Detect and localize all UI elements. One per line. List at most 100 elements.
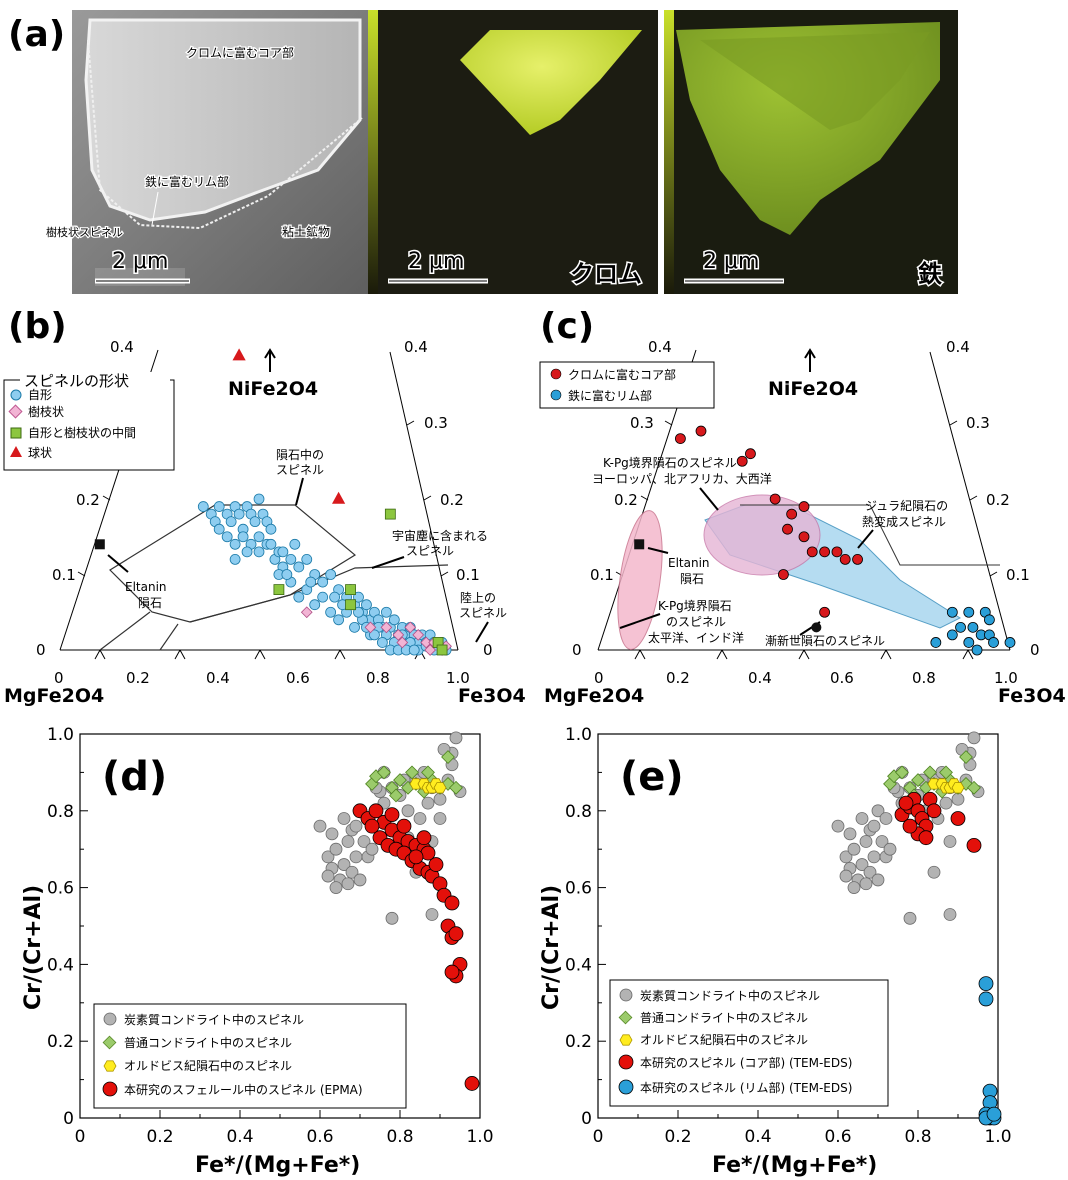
b-tick-label: 0.6 (286, 669, 310, 687)
e-point (967, 780, 981, 795)
e-xtick-label: 0 (593, 1127, 604, 1147)
d-xtick-label: 0 (75, 1127, 86, 1147)
b-point (420, 636, 433, 649)
b-arrow-up (264, 348, 276, 372)
c-tick-label: 0.2 (986, 491, 1010, 509)
d-xtick-label: 0.4 (226, 1127, 253, 1147)
b-tick-label: 0.2 (126, 669, 150, 687)
svg-text:Eltanin: Eltanin (125, 580, 167, 594)
c-point (675, 433, 686, 445)
b-point (293, 591, 305, 603)
d-point (337, 858, 351, 871)
svg-text:熱変成スピネル: 熱変成スピネル (862, 514, 946, 529)
scalebar-cr-label: 2 μm (408, 249, 464, 274)
b-legend-marker (8, 404, 23, 419)
e-point (950, 811, 966, 826)
d-ytick-label: 0.6 (47, 879, 74, 899)
c-point (786, 508, 798, 520)
b-point (408, 644, 420, 656)
b-point (396, 636, 409, 649)
panel-e: (e) 0 0.2 0.4 0.6 0.8 1.0 0 0.2 0.4 0.6 0.8 1.0 Fe*… (539, 725, 1012, 1178)
c-point (819, 606, 830, 618)
cr-map: 2 μm クロム (368, 10, 658, 294)
c-point (963, 637, 975, 648)
map-label-cr: クロム (570, 260, 642, 288)
c-point (946, 606, 958, 618)
b-point (380, 606, 392, 618)
b-tick-label: 0 (54, 669, 64, 687)
panel-d-label: (d) (102, 754, 167, 800)
e-point (978, 976, 994, 991)
b-point (221, 531, 233, 543)
panel-b: 0 0.2 0.4 0.6 0.8 1.0 0 0.1 0.2 0.4 0 0.… (3, 338, 526, 707)
e-point (855, 858, 869, 871)
b-point (329, 591, 341, 603)
d-point (341, 835, 355, 848)
b-point (277, 546, 289, 558)
c-point (819, 546, 830, 558)
b-tick-label: 0 (483, 641, 493, 659)
c-tick-label: 0.4 (748, 669, 772, 687)
e-point (883, 842, 897, 856)
e-point (903, 911, 917, 925)
c-tick-label: 0.6 (830, 669, 854, 687)
d-point (416, 830, 432, 846)
b-point (317, 576, 329, 588)
b-legend-marker (10, 446, 22, 457)
e-point (959, 750, 973, 764)
e-point (871, 873, 885, 887)
b-vertex-top: NiFe2O4 (228, 378, 318, 400)
svg-text:陸上の: 陸上の (460, 591, 496, 605)
label-clay: 粘土鉱物 (282, 224, 330, 239)
c-tick-label: 0.2 (666, 669, 690, 687)
d-point (464, 1076, 480, 1091)
c-tick-label: 1.0 (994, 669, 1018, 687)
b-point (281, 569, 293, 580)
d-point (313, 819, 327, 833)
svg-text:K-Pg境界隕石: K-Pg境界隕石 (658, 598, 732, 613)
e-point (943, 908, 957, 921)
d-point (425, 908, 439, 921)
d-point (321, 869, 335, 883)
svg-text:スピネル: スピネル (276, 463, 324, 477)
c-point (971, 644, 983, 656)
d-point (337, 812, 351, 825)
e-point (902, 818, 918, 834)
e-point (939, 765, 953, 780)
fe-map: 2 μm 鉄 (664, 10, 958, 294)
e-legend-marker (618, 1010, 633, 1025)
d-legend-marker (103, 1060, 117, 1072)
d-legend-entry: オルドビス紀隕石中のスピネル (124, 1058, 292, 1073)
d-point (408, 849, 424, 865)
b-point (241, 546, 253, 558)
e-point (871, 804, 885, 818)
d-point (401, 804, 415, 818)
b-legend-entry: 自形と樹枝状の中間 (28, 425, 136, 440)
e-xtick-label: 0.2 (664, 1127, 691, 1147)
svg-text:隕石: 隕石 (138, 596, 162, 610)
d-point (377, 765, 391, 780)
e-point (951, 792, 965, 806)
b-point (229, 554, 241, 565)
c-point (695, 425, 707, 437)
d-point (433, 812, 447, 825)
b-tick-label: 0.1 (456, 566, 480, 584)
c-arrow-up (804, 348, 816, 372)
label-fe-rim: 鉄に富むリム部 (145, 174, 229, 189)
e-point (895, 765, 909, 780)
b-legend-marker (10, 389, 22, 401)
b-point (197, 501, 209, 512)
d-ytick-label: 1.0 (47, 725, 74, 745)
c-point (745, 448, 756, 460)
b-point (364, 621, 377, 634)
d-point (321, 850, 335, 864)
d-legend-marker (103, 1012, 117, 1026)
d-ytick-label: 0.2 (47, 1032, 74, 1052)
c-point (930, 637, 942, 648)
b-point (225, 516, 237, 528)
c-point (782, 523, 793, 535)
d-point (428, 857, 444, 872)
b-tick-label: 0.2 (440, 491, 464, 509)
d-legend-entry: 炭素質コンドライト中のスピネル (124, 1012, 304, 1027)
b-point (273, 584, 285, 595)
